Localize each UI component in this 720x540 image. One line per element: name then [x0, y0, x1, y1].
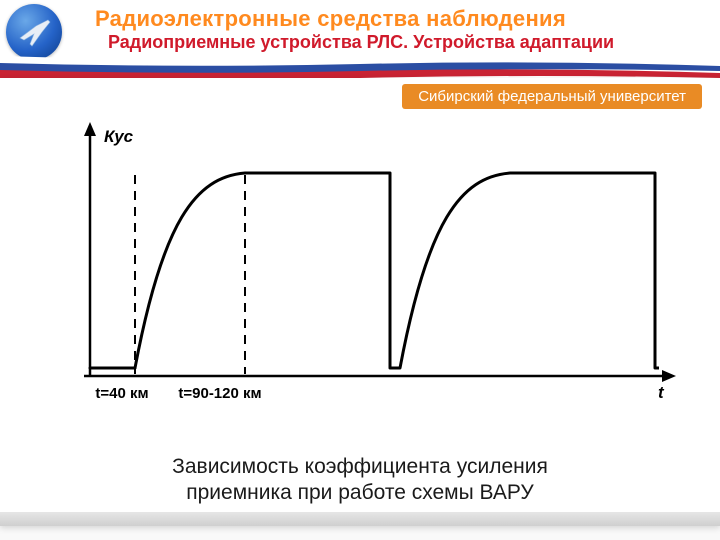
chart-panel: Сибирский федеральный университет Кус t t=…	[0, 78, 720, 526]
slide-header: Радиоэлектронные средства наблюдения Рад…	[0, 0, 720, 78]
chart-caption: Зависимость коэффициента усиления приемн…	[0, 454, 720, 507]
logo-circle	[6, 4, 62, 60]
title-main: Радиоэлектронные средства наблюдения	[95, 6, 566, 32]
footer-gradient	[0, 512, 720, 526]
svg-text:t=40 км: t=40 км	[95, 385, 148, 402]
caption-line2: приемника при работе схемы ВАРУ	[186, 481, 534, 504]
university-badge: Сибирский федеральный университет	[402, 84, 702, 109]
flag-stripe	[0, 56, 720, 78]
airplane-icon	[14, 12, 54, 52]
chart-container: Кус t t=40 км t=90-120 км	[30, 118, 690, 448]
svg-text:Кус: Кус	[104, 127, 134, 146]
gain-curve-chart: Кус t t=40 км t=90-120 км	[30, 118, 690, 428]
title-sub: Радиоприемные устройства РЛС. Устройства…	[108, 32, 614, 53]
svg-text:t: t	[658, 383, 665, 402]
caption-line1: Зависимость коэффициента усиления	[172, 455, 548, 478]
svg-text:t=90-120 км: t=90-120 км	[178, 385, 261, 402]
